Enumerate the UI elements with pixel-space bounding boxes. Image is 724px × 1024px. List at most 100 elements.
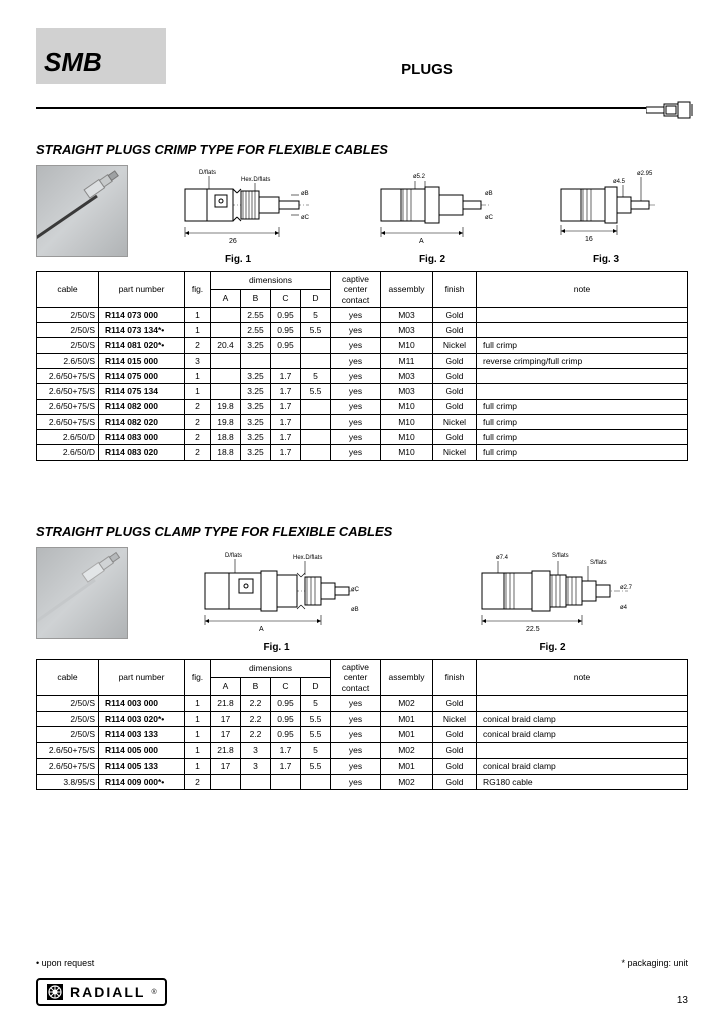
col-part: part number [99, 660, 185, 696]
table-row: 2.6/50+75/SR114 005 000121.831.75yesM02G… [37, 743, 688, 759]
table-row: 2/50/SR114 081 020*•220.43.250.95yesM10N… [37, 338, 688, 353]
svg-text:øB: øB [351, 607, 359, 613]
cell-part: R114 083 000 [99, 430, 185, 445]
cell-cable: 2/50/S [37, 338, 99, 353]
svg-text:ø4: ø4 [620, 605, 628, 611]
brand-icon [46, 983, 64, 1001]
cell-b: 3 [241, 758, 271, 774]
cell-fig: 2 [185, 414, 211, 429]
col-finish: finish [433, 660, 477, 696]
cell-note: full crimp [477, 399, 688, 414]
cell-finish: Gold [433, 727, 477, 743]
cell-cable: 2.6/50+75/S [37, 369, 99, 384]
cell-assembly: M01 [381, 711, 433, 727]
cell-fig: 2 [185, 338, 211, 353]
cell-c: 1.7 [271, 430, 301, 445]
section2-figures: D/flats Hex.D/flats øC øB [136, 547, 688, 653]
cell-finish: Gold [433, 743, 477, 759]
cell-cable: 2.6/50/D [37, 430, 99, 445]
cell-c: 1.7 [271, 384, 301, 399]
cell-d [301, 414, 331, 429]
cell-a: 21.8 [211, 743, 241, 759]
cell-part: R114 082 000 [99, 399, 185, 414]
header-rule [36, 96, 688, 120]
table-row: 2/50/SR114 003 020*•1172.20.955.5yesM01N… [37, 711, 688, 727]
cell-assembly: M03 [381, 384, 433, 399]
cell-note: reverse crimping/full crimp [477, 353, 688, 368]
cell-cable: 2/50/S [37, 323, 99, 338]
svg-text:Hex.D/flats: Hex.D/flats [293, 555, 322, 561]
cell-captive: yes [331, 696, 381, 712]
col-dims: dimensions [211, 272, 331, 290]
cell-assembly: M11 [381, 353, 433, 368]
col-assembly: assembly [381, 660, 433, 696]
cell-d: 5.5 [301, 758, 331, 774]
cell-note [477, 369, 688, 384]
svg-text:S/flats: S/flats [590, 560, 607, 566]
table-row: 2.6/50+75/SR114 082 000219.83.251.7yesM1… [37, 399, 688, 414]
footnote-left: • upon request [36, 958, 94, 968]
svg-text:22.5: 22.5 [526, 626, 540, 633]
cell-c: 0.95 [271, 323, 301, 338]
cell-a: 21.8 [211, 696, 241, 712]
section1-figures: D/flats Hex.D/flats øB øC [136, 165, 688, 265]
section2-fig2-label: Fig. 2 [539, 642, 565, 653]
cell-d: 5 [301, 369, 331, 384]
cell-cable: 2/50/S [37, 696, 99, 712]
section1-photo [36, 165, 128, 257]
col-d: D [301, 678, 331, 696]
cell-c: 0.95 [271, 696, 301, 712]
page-title: PLUGS [166, 61, 688, 84]
cell-note: conical braid clamp [477, 758, 688, 774]
section1-title: STRAIGHT PLUGS CRIMP TYPE FOR FLEXIBLE C… [36, 142, 688, 157]
col-c: C [271, 289, 301, 307]
cell-fig: 1 [185, 696, 211, 712]
cell-a: 17 [211, 711, 241, 727]
cell-finish: Gold [433, 307, 477, 322]
section2-figures-row: D/flats Hex.D/flats øC øB [36, 547, 688, 653]
table-row: 2.6/50+75/SR114 075 00013.251.75yesM03Go… [37, 369, 688, 384]
cell-fig: 2 [185, 430, 211, 445]
section1-fig3: ø2.95 ø4.5 16 Fig. 3 [551, 165, 661, 265]
section1-table: cable part number fig. dimensions captiv… [36, 271, 688, 454]
section1-fig2: ø5.2 øB øC A Fig. 2 [367, 165, 497, 265]
svg-text:26: 26 [229, 238, 237, 245]
cell-part: R114 075 000 [99, 369, 185, 384]
svg-text:øC: øC [351, 587, 360, 593]
svg-text:øC: øC [485, 215, 494, 221]
cell-note: full crimp [477, 430, 688, 445]
table-row: 2.6/50/SR114 015 0003yesM11Goldreverse c… [37, 353, 688, 368]
cell-part: R114 015 000 [99, 353, 185, 368]
cell-d: 5.5 [301, 323, 331, 338]
cell-finish: Gold [433, 696, 477, 712]
section1-fig1-label: Fig. 1 [225, 254, 251, 265]
table-row: 2.6/50+75/SR114 075 13413.251.75.5yesM03… [37, 384, 688, 399]
cell-finish: Nickel [433, 338, 477, 353]
cell-a [211, 323, 241, 338]
table-row: 2/50/SR114 003 1331172.20.955.5yesM01Gol… [37, 727, 688, 743]
table-row: 2/50/SR114 073 00012.550.955yesM03Gold [37, 307, 688, 322]
cell-finish: Gold [433, 353, 477, 368]
table-row: 2.6/50/DR114 083 000218.83.251.7yesM10Go… [37, 430, 688, 445]
cell-c: 1.7 [271, 758, 301, 774]
cell-note: full crimp [477, 414, 688, 429]
cell-part: R114 082 020 [99, 414, 185, 429]
section2-title: STRAIGHT PLUGS CLAMP TYPE FOR FLEXIBLE C… [36, 524, 688, 539]
cell-assembly: M03 [381, 323, 433, 338]
cell-note [477, 743, 688, 759]
cell-cable: 2.6/50+75/S [37, 384, 99, 399]
cell-captive: yes [331, 758, 381, 774]
product-family-text: SMB [44, 47, 102, 78]
svg-text:A: A [259, 626, 264, 633]
cell-part: R114 073 134*• [99, 323, 185, 338]
col-cable: cable [37, 272, 99, 308]
svg-text:ø7.4: ø7.4 [496, 555, 509, 561]
col-fig: fig. [185, 272, 211, 308]
cell-finish: Gold [433, 430, 477, 445]
cell-note: full crimp [477, 338, 688, 353]
cell-assembly: M01 [381, 727, 433, 743]
table-row: 2/50/SR114 073 134*•12.550.955.5yesM03Go… [37, 323, 688, 338]
cell-d: 5.5 [301, 384, 331, 399]
cell-fig: 3 [185, 353, 211, 368]
cell-a: 19.8 [211, 414, 241, 429]
